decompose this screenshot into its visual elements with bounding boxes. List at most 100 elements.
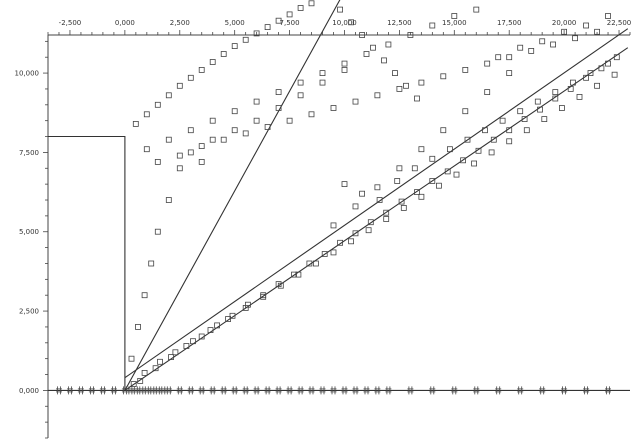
y-tick-label: 7,500 [19,149,39,157]
data-point [198,333,205,340]
data-point [539,38,546,45]
data-point [495,54,502,61]
data-point [541,116,548,122]
data-point [528,48,535,54]
data-point [490,136,497,143]
data-point [365,227,372,234]
data-point [165,92,172,99]
data-point [394,178,401,184]
data-point [583,386,590,395]
data-point [348,238,355,245]
data-point [561,386,568,395]
data-point [411,165,418,172]
data-point [341,386,348,395]
data-point [88,386,95,395]
data-point [198,386,205,395]
data-point [77,386,84,395]
data-point [381,57,387,64]
data-point [137,377,144,384]
data-point [495,386,502,395]
data-point [385,41,392,48]
data-point [183,343,190,349]
x-tick-label: 10,000 [332,19,357,27]
data-point [583,22,589,29]
data-point [190,338,196,345]
data-point [330,222,337,229]
data-point [321,251,328,257]
data-point [260,293,267,300]
data-point [537,106,543,113]
data-point [275,89,282,95]
data-point [143,111,150,118]
data-point [370,44,376,51]
data-point [165,136,172,143]
scatter-series-group [56,0,620,395]
data-point [352,386,359,395]
data-point [330,105,337,111]
data-point [337,239,344,246]
x-tick-label: 5,000 [225,19,245,27]
data-point [277,282,284,289]
data-point [297,92,304,99]
data-point [286,386,293,395]
data-point [160,386,167,395]
data-point [220,136,227,143]
data-point [297,79,304,86]
data-point [418,193,425,200]
data-point [225,316,232,322]
y-tick-label: 2,500 [19,308,39,316]
data-point [165,197,172,203]
data-point [187,74,194,81]
data-point [576,94,583,100]
data-point [475,147,482,154]
data-point [141,292,148,299]
data-point [594,82,600,89]
data-point [253,117,260,124]
data-point [154,158,161,165]
data-point [462,67,469,73]
data-point [306,260,313,267]
data-point [187,386,194,395]
data-point [176,165,183,172]
data-point [374,386,381,395]
data-point [220,51,227,57]
data-point [312,260,319,267]
data-point [392,70,398,76]
series-line [124,47,629,391]
data-point [67,386,73,395]
data-point [506,138,513,145]
data-point [152,365,159,372]
data-point [242,304,249,311]
data-point [220,386,227,395]
data-point [462,108,469,115]
x-tick-label: 12,500 [387,19,412,27]
data-point [363,386,370,395]
x-tick-label: 20,000 [552,19,577,27]
data-point [517,44,524,51]
data-point [165,386,172,395]
data-point [440,73,447,80]
data-point [209,136,216,143]
x-tick-label: -2,500 [59,19,82,27]
data-point [561,28,567,35]
data-point [130,381,137,388]
data-point [414,189,420,196]
data-point [121,386,128,395]
data-point [521,116,528,122]
data-point [400,204,407,211]
data-point [286,11,293,18]
x-tick-label: 0,000 [115,19,135,27]
data-point [207,327,214,334]
data-point [363,51,370,57]
data-point [253,98,260,105]
data-point [187,127,194,134]
data-point [396,165,403,172]
data-point [198,158,205,165]
data-point [435,182,442,189]
data-point [154,386,161,395]
series-line [48,0,341,391]
data-point [534,98,541,105]
data-point [297,5,304,11]
